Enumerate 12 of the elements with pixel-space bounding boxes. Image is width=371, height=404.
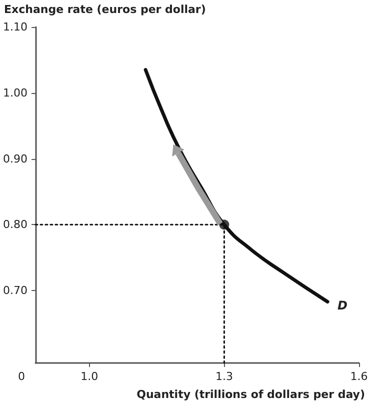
x-axis-title: Quantity (trillions of dollars per day) (136, 388, 366, 401)
y-tick-label: 0.80 (2, 218, 28, 232)
x-tick-label: 1.6 (350, 370, 368, 383)
y-tick-label: 1.10 (2, 20, 28, 34)
x-tick-label: 1.3 (215, 370, 233, 383)
text: 0 (18, 370, 25, 383)
y-tick-label: 0.70 (2, 284, 28, 298)
series-label: D (338, 298, 348, 313)
y-tick-label: 0.90 (2, 152, 28, 166)
y-axis-title: Exchange rate (euros per dollar) (4, 3, 206, 16)
x-tick-label: 1.0 (80, 370, 98, 383)
y-tick-label: 1.00 (2, 86, 28, 100)
